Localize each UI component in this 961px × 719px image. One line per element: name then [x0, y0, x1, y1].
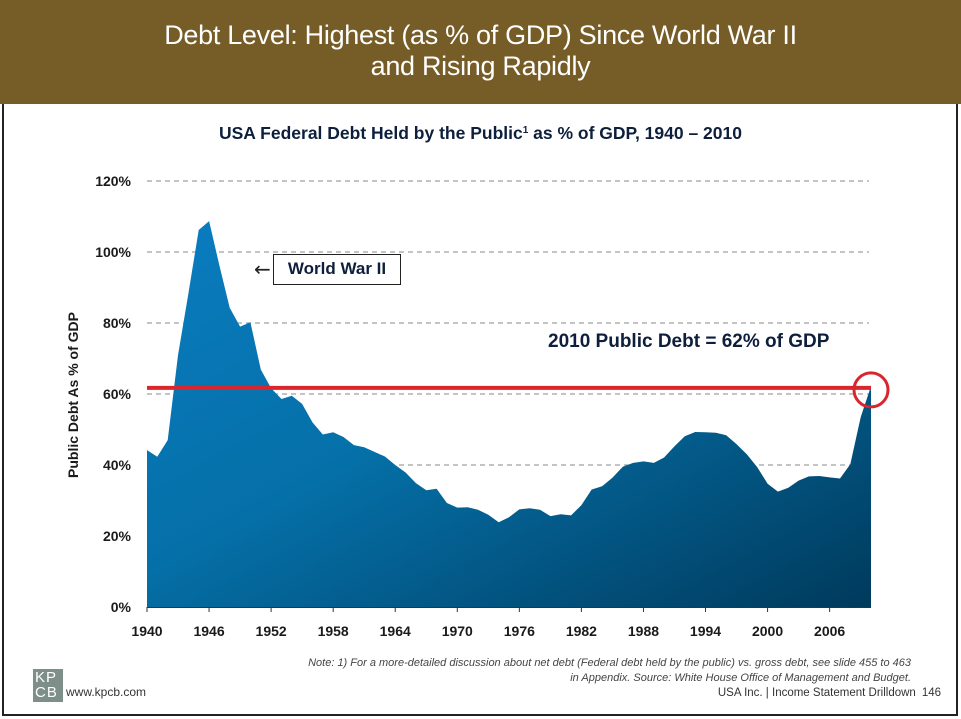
chart-title: USA Federal Debt Held by the Public1 as …: [0, 123, 961, 144]
slide-title-line1: Debt Level: Highest (as % of GDP) Since …: [164, 20, 797, 50]
x-tick-label: 1994: [690, 623, 721, 639]
slide-title: Debt Level: Highest (as % of GDP) Since …: [0, 20, 961, 82]
y-tick-label: 0%: [111, 599, 132, 615]
y-axis-label: Public Debt As % of GDP: [65, 312, 81, 478]
chart-title-main: USA Federal Debt Held by the Public: [219, 123, 523, 143]
x-tick-label: 1976: [504, 623, 535, 639]
y-tick-label: 60%: [103, 386, 132, 402]
y-tick-label: 120%: [95, 173, 131, 189]
page-number: 146: [921, 687, 941, 699]
x-axis: [146, 607, 871, 612]
debt-area-series: [147, 221, 871, 607]
x-tick-label: 2000: [752, 623, 783, 639]
chart-title-suffix: as % of GDP, 1940 – 2010: [528, 123, 742, 143]
x-tick-labels: 1940 1946 1952 1958 1964 1970 1976 1982 1988 1994…: [131, 623, 845, 639]
debt-2010-callout: 2010 Public Debt = 62% of GDP: [548, 331, 830, 352]
x-tick-label: 1970: [442, 623, 473, 639]
footer-section: USA Inc. | Income Statement Drilldown 146: [718, 687, 941, 699]
x-tick-label: 1958: [318, 623, 349, 639]
logo-line2: CB: [35, 684, 58, 701]
x-tick-label: 2006: [814, 623, 845, 639]
chart-title-footnote-mark: 1: [522, 125, 529, 136]
footnote-line1: Note: 1) For a more-detailed discussion …: [308, 657, 911, 669]
x-tick-label: 1964: [380, 623, 411, 639]
y-tick-label: 100%: [95, 244, 131, 260]
website-link[interactable]: www.kpcb.com: [66, 685, 147, 699]
slide-title-line2: and Rising Rapidly: [370, 51, 591, 81]
y-tick-label: 80%: [103, 315, 132, 331]
x-tick-label: 1946: [193, 623, 224, 639]
x-tick-label: 1940: [131, 623, 162, 639]
slide-header: Debt Level: Highest (as % of GDP) Since …: [0, 0, 961, 104]
footnote-line2: in Appendix. Source: White House Office …: [570, 672, 911, 684]
logo-line1: KP: [35, 669, 58, 686]
left-arrow-icon: ←: [254, 257, 271, 281]
x-tick-label: 1988: [628, 623, 659, 639]
y-tick-labels: 0% 20% 40% 60% 80% 100% 120%: [95, 173, 131, 615]
x-tick-label: 1982: [566, 623, 597, 639]
world-war-ii-annotation: World War II: [273, 254, 401, 285]
y-tick-label: 40%: [103, 457, 132, 473]
highlight-circle-2010: [852, 371, 890, 409]
kpcb-logo: KP CB: [33, 669, 63, 702]
section-label: USA Inc. | Income Statement Drilldown: [717, 687, 916, 699]
y-tick-label: 20%: [103, 528, 132, 544]
footnote: Note: 1) For a more-detailed discussion …: [211, 656, 911, 686]
x-tick-label: 1952: [256, 623, 287, 639]
